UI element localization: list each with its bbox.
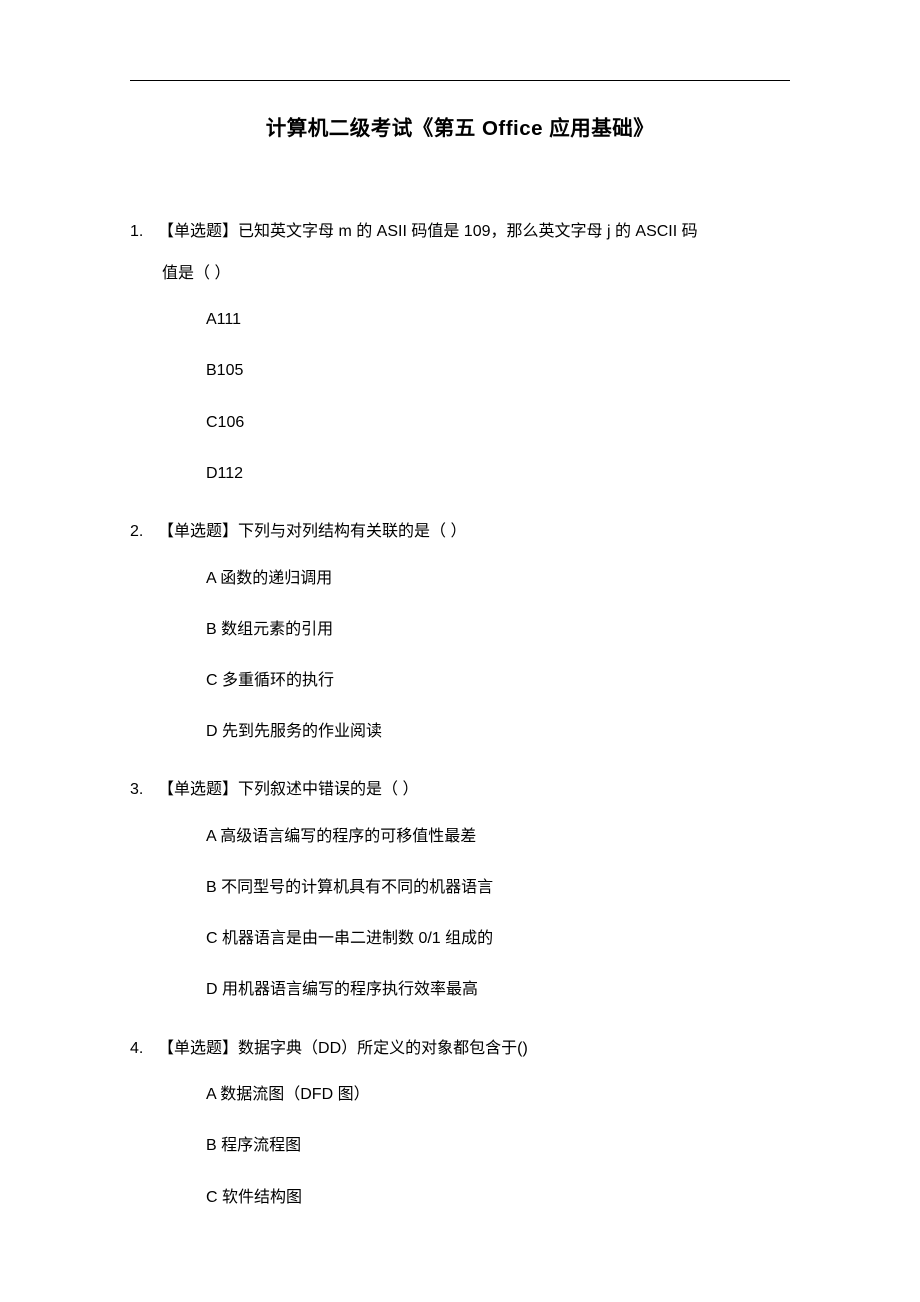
question-3-body: 【单选题】下列叙述中错误的是（ ） [158, 769, 790, 811]
question-4-text: 4. 【单选题】数据字典（DD）所定义的对象都包含于() [130, 1028, 790, 1070]
question-1-option-b: B105 [130, 345, 790, 396]
question-3-option-c: C 机器语言是由一串二进制数 0/1 组成的 [130, 913, 790, 964]
question-1-option-d: D112 [130, 448, 790, 499]
question-4-line1: 数据字典（DD）所定义的对象都包含于() [238, 1040, 528, 1057]
question-2-text: 2. 【单选题】下列与对列结构有关联的是（ ） [130, 511, 790, 553]
question-1-number: 1. [130, 211, 158, 253]
question-3-text: 3. 【单选题】下列叙述中错误的是（ ） [130, 769, 790, 811]
question-1: 1. 【单选题】已知英文字母 m 的 ASII 码值是 109，那么英文字母 j… [130, 211, 790, 499]
question-2-type: 【单选题】 [158, 523, 238, 540]
question-3-type: 【单选题】 [158, 781, 238, 798]
question-1-text: 1. 【单选题】已知英文字母 m 的 ASII 码值是 109，那么英文字母 j… [130, 211, 790, 253]
document-title: 计算机二级考试《第五 Office 应用基础》 [130, 111, 790, 141]
question-2-body: 【单选题】下列与对列结构有关联的是（ ） [158, 511, 790, 553]
question-3-option-a: A 高级语言编写的程序的可移值性最差 [130, 811, 790, 862]
question-3-number: 3. [130, 769, 158, 811]
question-4-type: 【单选题】 [158, 1040, 238, 1057]
question-3-option-d: D 用机器语言编写的程序执行效率最高 [130, 964, 790, 1015]
question-1-option-c: C106 [130, 397, 790, 448]
question-2-option-a: A 函数的递归调用 [130, 553, 790, 604]
top-rule [130, 80, 790, 81]
question-2-option-b: B 数组元素的引用 [130, 604, 790, 655]
question-4-option-b: B 程序流程图 [130, 1120, 790, 1171]
question-2-option-c: C 多重循环的执行 [130, 655, 790, 706]
question-4: 4. 【单选题】数据字典（DD）所定义的对象都包含于() A 数据流图（DFD … [130, 1028, 790, 1223]
question-3: 3. 【单选题】下列叙述中错误的是（ ） A 高级语言编写的程序的可移值性最差 … [130, 769, 790, 1015]
question-2-number: 2. [130, 511, 158, 553]
question-4-number: 4. [130, 1028, 158, 1070]
question-2: 2. 【单选题】下列与对列结构有关联的是（ ） A 函数的递归调用 B 数组元素… [130, 511, 790, 757]
question-3-line1: 下列叙述中错误的是（ ） [238, 781, 418, 798]
question-1-option-a: A111 [130, 294, 790, 345]
question-3-option-b: B 不同型号的计算机具有不同的机器语言 [130, 862, 790, 913]
question-2-line1: 下列与对列结构有关联的是（ ） [238, 523, 466, 540]
question-1-line1: 已知英文字母 m 的 ASII 码值是 109，那么英文字母 j 的 ASCII… [238, 223, 698, 240]
question-4-option-a: A 数据流图（DFD 图） [130, 1069, 790, 1120]
question-1-body: 【单选题】已知英文字母 m 的 ASII 码值是 109，那么英文字母 j 的 … [158, 211, 790, 253]
question-1-line2: 值是（ ） [130, 253, 790, 295]
question-2-option-d: D 先到先服务的作业阅读 [130, 706, 790, 757]
question-4-body: 【单选题】数据字典（DD）所定义的对象都包含于() [158, 1028, 790, 1070]
question-4-option-c: C 软件结构图 [130, 1172, 790, 1223]
question-1-type: 【单选题】 [158, 223, 238, 240]
